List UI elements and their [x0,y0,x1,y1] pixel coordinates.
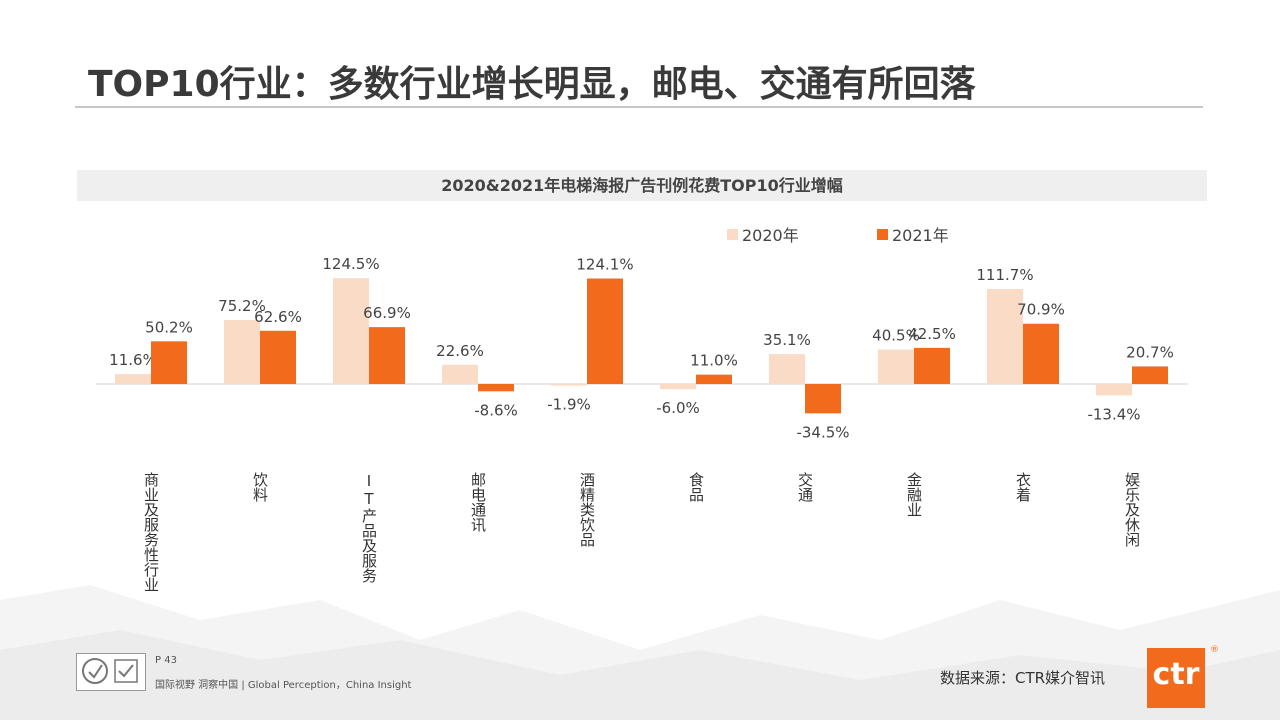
data-label-2020-8: 111.7% [976,266,1033,284]
bar-2020-5 [660,384,696,390]
bar-2021-4 [587,278,623,384]
data-label-2020-1: 75.2% [218,297,266,315]
data-label-2021-3: -8.6% [474,401,518,419]
bar-2021-9 [1132,366,1168,384]
data-label-2021-8: 70.9% [1017,301,1065,319]
legend-swatch-2020 [727,228,738,240]
data-label-2020-6: 35.1% [763,331,811,349]
data-source: 数据来源：CTR媒介智讯 [940,669,1106,687]
category-label-9: 娱乐及休闲 [1123,472,1141,548]
bar-2021-5 [696,374,732,384]
legend-item-2021: 2021年 [877,222,949,246]
certification-badge [76,653,146,691]
legend-label-2020: 2020年 [742,226,799,245]
category-label-6: 交通 [796,471,814,502]
chart-title-band [77,170,1207,201]
bar-2020-4 [551,384,587,386]
bar-2021-7 [914,347,950,384]
ctr-logo: ctr [1147,648,1205,708]
category-label-4: 酒精类饮品 [578,472,596,547]
legend-item-2020: 2020年 [727,222,799,246]
bar-2021-2 [369,327,405,384]
title-divider [75,106,1203,108]
data-label-2021-7: 42.5% [908,325,956,343]
legend-swatch-2021 [877,228,888,240]
bar-2020-0 [115,374,151,384]
data-label-2021-1: 62.6% [254,308,302,326]
data-label-2021-9: 20.7% [1126,343,1174,361]
logo-text: ctr [1152,657,1200,692]
data-label-2020-0: 11.6% [109,351,157,369]
data-label-2021-5: 11.0% [690,352,738,370]
bar-2021-8 [1023,323,1059,384]
category-label-5: 食品 [687,472,705,502]
bar-2020-9 [1096,384,1132,396]
bar-2020-6 [769,354,805,384]
data-label-2020-4: -1.9% [547,396,591,414]
bar-2021-1 [260,330,296,384]
data-label-2021-0: 50.2% [145,318,193,336]
category-label-0: 商业及服务性行业 [142,472,160,592]
category-label-1: 饮料 [251,472,269,502]
registered-mark: ® [1210,645,1219,655]
bar-2020-2 [333,278,369,384]
data-label-2020-2: 124.5% [322,255,379,273]
bar-2021-0 [151,341,187,384]
bar-2020-3 [442,364,478,384]
bar-2020-7 [878,349,914,384]
bar-2020-8 [987,289,1023,384]
data-label-2020-3: 22.6% [436,342,484,360]
data-label-2020-9: -13.4% [1087,405,1140,423]
category-label-7: 金融业 [905,472,923,517]
bar-2021-3 [478,384,514,392]
bar-2021-6 [805,384,841,414]
category-label-3: 邮电通讯 [469,472,487,533]
page-title: TOP10行业：多数行业增长明显，邮电、交通有所回落 [88,64,976,105]
legend-label-2021: 2021年 [892,226,949,245]
category-label-2: IT产品及服务 [360,472,378,584]
page-number: P 43 [155,655,177,666]
data-label-2021-2: 66.9% [363,304,411,322]
footer-slogan: 国际视野 洞察中国 | Global Perception，China Insi… [155,680,412,691]
data-label-2021-6: -34.5% [796,423,849,441]
data-label-2020-7: 40.5% [872,327,920,345]
data-label-2020-5: -6.0% [656,399,700,417]
chart-title: 2020&2021年电梯海报广告刊例花费TOP10行业增幅 [441,176,843,195]
bar-2020-1 [224,320,260,384]
category-label-8: 衣着 [1014,472,1032,502]
data-label-2021-4: 124.1% [576,256,633,274]
